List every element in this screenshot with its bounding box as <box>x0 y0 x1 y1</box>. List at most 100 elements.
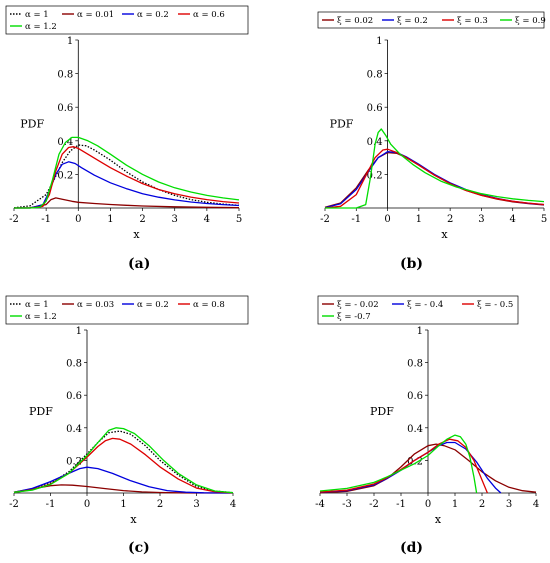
x-tick-label: -1 <box>46 499 56 510</box>
x-tick-label: 5 <box>236 214 242 225</box>
legend-label: α = 1.2 <box>25 312 57 322</box>
panel-label-a: (a) <box>128 256 151 272</box>
legend-box <box>317 295 519 325</box>
series-line <box>324 148 545 209</box>
x-tick-label: 3 <box>506 499 512 510</box>
y-axis-label: PDF <box>20 117 44 130</box>
y-tick-label: 1 <box>417 326 423 337</box>
legend-label: α = 0.01 <box>77 10 114 20</box>
series-line <box>14 161 240 209</box>
y-tick-label: 0.2 <box>407 456 423 467</box>
x-tick-label: 0 <box>84 499 90 510</box>
series-line <box>319 434 478 494</box>
chart-panel-d: ξ = - 0.02 ξ = - 0.4 ξ = - 0.5 ξ = -0.7 -4 -3… <box>315 295 539 526</box>
panel-label-d: (d) <box>400 540 424 556</box>
x-tick-label: 1 <box>107 214 113 225</box>
x-axis-label: x <box>130 513 137 526</box>
x-tick-label: -3 <box>342 499 352 510</box>
legend-box <box>317 11 545 29</box>
x-tick-label: 2 <box>139 214 145 225</box>
series-line <box>13 466 234 494</box>
series-line <box>13 430 234 494</box>
x-tick-label: -1 <box>396 499 406 510</box>
y-axis-label: PDF <box>330 117 354 130</box>
legend-box <box>5 5 249 35</box>
x-axis-label: x <box>435 513 442 526</box>
x-tick-label: 2 <box>447 214 453 225</box>
y-tick-label: 0.6 <box>407 391 423 402</box>
y-tick-label: 1 <box>376 36 382 47</box>
x-tick-label: -2 <box>369 499 379 510</box>
series-line <box>324 151 545 209</box>
x-tick-label: 0 <box>384 214 390 225</box>
y-tick-label: 0.2 <box>367 170 383 181</box>
legend-label: α = 0.03 <box>77 300 114 310</box>
x-axis-label: x <box>441 228 448 241</box>
legend-label: ξ = - 0.02 <box>337 300 379 310</box>
x-tick-label: 2 <box>479 499 485 510</box>
y-axis-label: PDF <box>29 405 53 418</box>
series-line <box>13 427 234 494</box>
legend-label: ξ = 0.9 <box>515 16 546 26</box>
x-axis-label: x <box>133 228 140 241</box>
y-tick-label: 1 <box>76 326 82 337</box>
legend-label: ξ = -0.7 <box>337 312 371 322</box>
legend-label: α = 0.8 <box>193 300 225 310</box>
y-tick-label: 0.6 <box>57 103 73 114</box>
x-tick-label: 4 <box>510 214 516 225</box>
legend-label: ξ = - 0.5 <box>477 300 513 310</box>
x-tick-label: 3 <box>478 214 484 225</box>
y-tick-label: 0.4 <box>66 424 82 435</box>
x-tick-label: -1 <box>41 214 51 225</box>
x-tick-label: 3 <box>193 499 199 510</box>
x-tick-label: 0 <box>425 499 431 510</box>
series-line <box>14 136 240 209</box>
y-tick-label: 0.4 <box>367 137 383 148</box>
x-tick-label: -4 <box>315 499 325 510</box>
legend-label: ξ = 0.2 <box>397 16 428 26</box>
legend-label: ξ = - 0.4 <box>407 300 443 310</box>
x-tick-label: -2 <box>320 214 330 225</box>
chart-panel-a: α = 1 α = 0.01 α = 0.2 α = 0.6 α = 1.2 -2 -1 0 1… <box>5 5 249 241</box>
x-tick-label: 4 <box>230 499 236 510</box>
series-line <box>325 128 545 209</box>
legend-label: α = 0.6 <box>193 10 225 20</box>
x-tick-label: 1 <box>120 499 126 510</box>
y-tick-label: 0.6 <box>367 103 383 114</box>
panel-label-c: (c) <box>128 540 150 556</box>
legend-label: α = 0.2 <box>137 10 169 20</box>
x-tick-label: 1 <box>416 214 422 225</box>
legend-label: α = 1.2 <box>25 22 57 32</box>
y-tick-label: 0.8 <box>57 70 73 81</box>
y-axis-label: PDF <box>370 405 394 418</box>
series-line <box>319 441 502 494</box>
series-line <box>14 146 240 209</box>
legend-label: α = 0.2 <box>137 300 169 310</box>
x-tick-label: 2 <box>157 499 163 510</box>
chart-panel-b: ξ = 0.02 ξ = 0.2 ξ = 0.3 ξ = 0.9 -2 -1 0 1 2 3 4 5 0… <box>317 11 547 241</box>
x-tick-label: 4 <box>533 499 539 510</box>
y-tick-label: 0.6 <box>66 391 82 402</box>
y-tick-label: 0.8 <box>367 70 383 81</box>
y-tick-label: 0.2 <box>66 456 82 467</box>
panel-label-b: (b) <box>400 256 424 272</box>
x-tick-label: 5 <box>541 214 547 225</box>
x-tick-label: -2 <box>9 499 19 510</box>
y-tick-label: 0.8 <box>66 359 82 370</box>
legend-label: α = 1 <box>25 300 49 310</box>
chart-panel-c: α = 1 α = 0.03 α = 0.2 α = 0.8 α = 1.2 -2 -1 0 1… <box>5 295 249 526</box>
x-tick-label: 1 <box>452 499 458 510</box>
series-line <box>13 484 233 494</box>
x-tick-label: -1 <box>351 214 361 225</box>
y-tick-label: 0.2 <box>57 170 73 181</box>
x-tick-label: -2 <box>9 214 19 225</box>
series-line <box>319 438 489 494</box>
series-line <box>13 437 234 494</box>
y-tick-label: 0.8 <box>407 359 423 370</box>
legend-label: ξ = 0.3 <box>457 16 488 26</box>
legend-label: α = 1 <box>25 10 49 20</box>
x-tick-label: 3 <box>172 214 178 225</box>
y-tick-label: 1 <box>67 36 73 47</box>
y-tick-label: 0.4 <box>407 424 423 435</box>
